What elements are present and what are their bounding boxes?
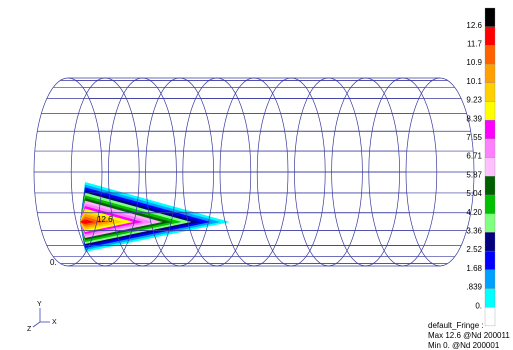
legend-swatch [485,83,495,102]
axis-triad [33,308,50,327]
legend-label: 0. [475,301,482,310]
legend-label: .839 [466,283,482,292]
legend: 12.6 11.7 10.9 10.1 9.23 8.39 7.55 6.71 5.87 5.04… [466,8,495,326]
legend-swatch [485,8,495,27]
legend-label: 2.52 [466,245,482,254]
legend-label: 4.20 [466,208,482,217]
legend-swatch [485,214,495,233]
legend-label: 9.23 [466,96,482,105]
legend-swatch [485,307,495,326]
legend-swatch [485,195,495,214]
legend-label: 8.39 [466,114,482,123]
legend-label: 5.04 [466,189,482,198]
legend-swatch [485,139,495,158]
legend-label: 7.55 [466,133,482,142]
min-marker: 0. [50,258,57,267]
legend-swatch [485,289,495,308]
triad-y: Y [37,301,42,308]
fringe-title: default_Fringe : [428,321,484,331]
legend-swatch [485,270,495,289]
legend-label: 5.87 [466,170,482,179]
fringe-min: Min 0. @Nd 200001 [428,341,499,350]
legend-swatch [485,158,495,177]
legend-label: 11.7 [467,40,483,49]
legend-swatch [485,45,495,64]
legend-swatch [485,176,495,195]
max-marker: 12.6 [97,215,113,224]
legend-label: 6.71 [466,152,482,161]
screen: 12.6 0. Y X Z 12.6 11.7 10.9 10.1 9.23 8.39 7.… [0,0,513,350]
legend-swatch [485,251,495,270]
legend-swatch [485,27,495,46]
legend-label: 3.36 [466,227,482,236]
legend-swatch [485,64,495,83]
triad-x: X [52,319,57,326]
legend-swatch [485,120,495,139]
legend-label: 12.6 [466,21,482,30]
legend-swatch [485,232,495,251]
fringe-max: Max 12.6 @Nd 200011 [428,331,510,341]
triad-z: Z [27,326,32,333]
legend-label: 10.1 [466,77,482,86]
legend-swatch [485,102,495,121]
viewport: 12.6 0. Y X Z 12.6 11.7 10.9 10.1 9.23 8.39 7.… [0,0,513,350]
legend-label: 1.68 [466,264,482,273]
legend-label: 10.9 [466,58,482,67]
